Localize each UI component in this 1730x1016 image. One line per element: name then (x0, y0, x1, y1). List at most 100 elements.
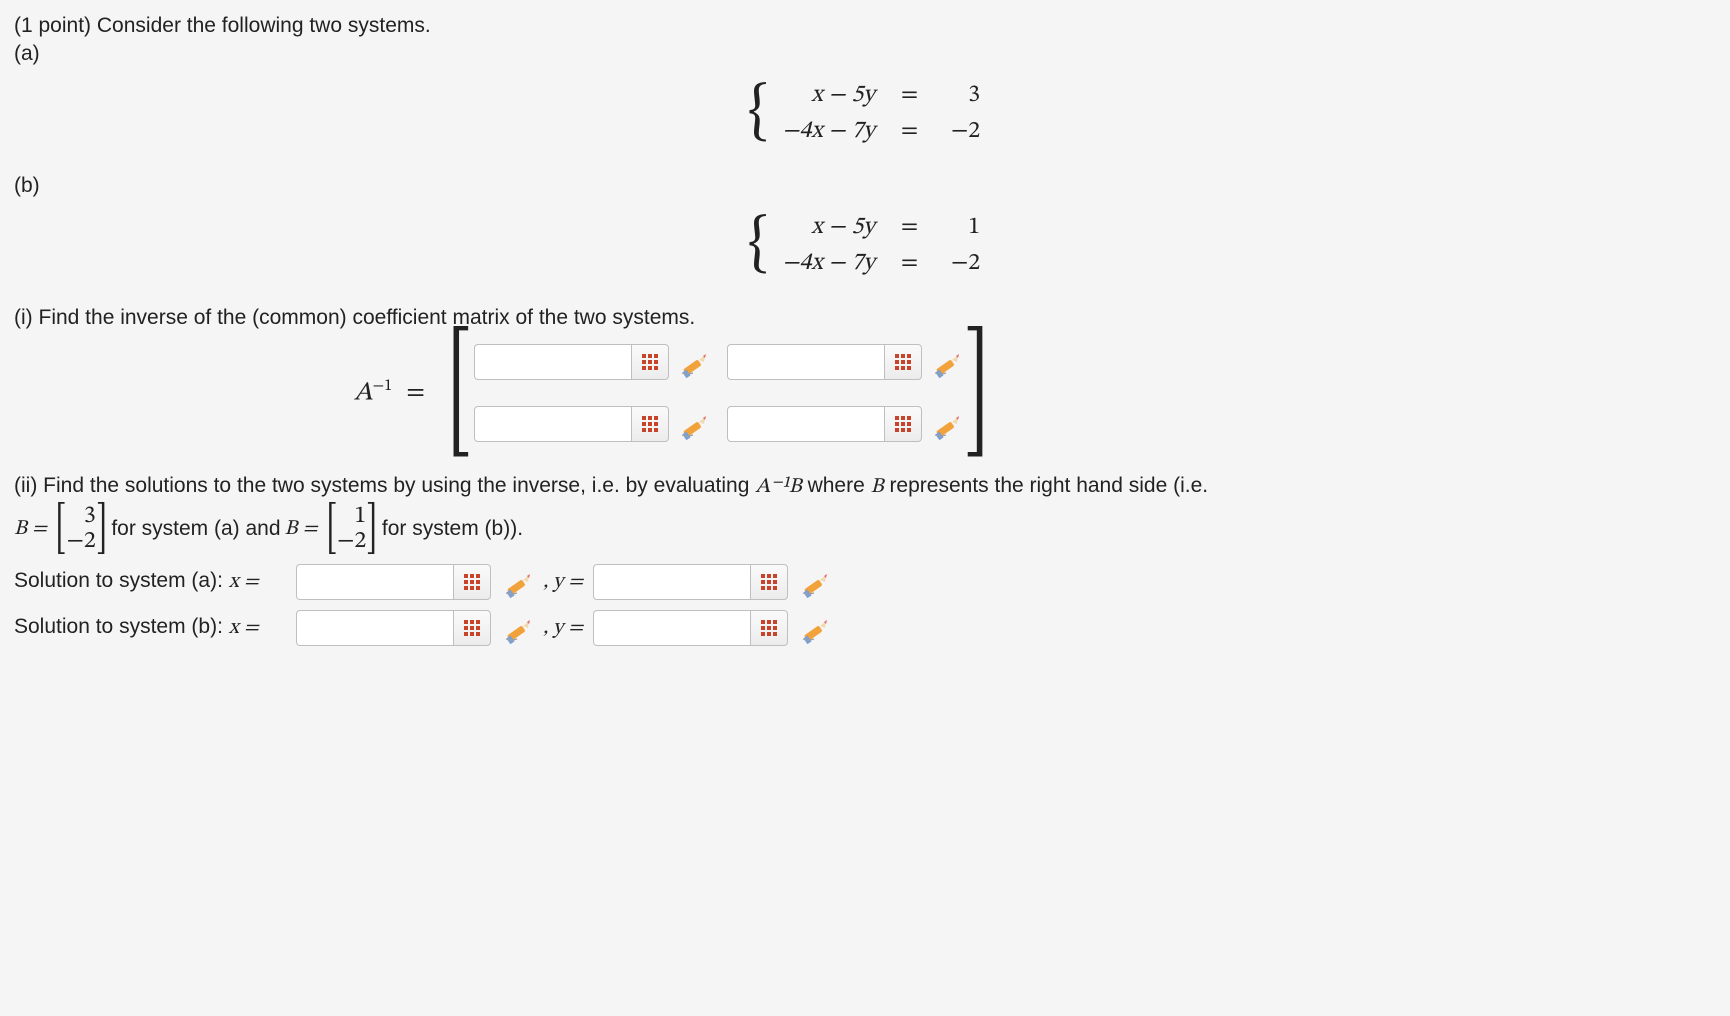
part-i-label: (i) (14, 306, 33, 329)
equals-sign: = (406, 380, 425, 406)
b-equals: B = (285, 516, 318, 542)
system-a-row1-rhs: 3 (944, 80, 980, 110)
a-inv-b: A⁻¹B (755, 476, 802, 497)
system-a-row2-rhs: −2 (944, 116, 980, 146)
problem-container: (1 point) Consider the following two sys… (0, 0, 1728, 686)
for-system-a-text: for system (a) and (111, 517, 280, 541)
matrix-field-r1c1[interactable] (474, 344, 631, 380)
b-letter: B (871, 476, 884, 497)
edit-pencil-button[interactable] (501, 612, 533, 644)
matrix-field-r1c2[interactable] (727, 344, 884, 380)
keypad-icon (761, 574, 777, 590)
matrix-field-r2c2[interactable] (727, 406, 884, 442)
a-letter: A (354, 380, 373, 406)
edit-pencil-button[interactable] (677, 408, 709, 440)
solution-b-y-input[interactable] (593, 610, 788, 646)
solution-b-label-text: Solution to system (b): (14, 615, 229, 638)
matrix-input-grid (474, 344, 962, 442)
left-brace-icon: { (748, 81, 769, 145)
part-b-label: (b) (14, 174, 1714, 198)
keypad-icon (761, 620, 777, 636)
part-i-text: Find the inverse of the (common) coeffic… (39, 306, 696, 329)
vector-b: [ 1 −2 ] (322, 504, 382, 554)
solution-a-label: Solution to system (a): x = (14, 569, 286, 595)
solution-a-label-text: Solution to system (a): (14, 569, 229, 592)
vector-a-bot: −2 (67, 529, 96, 554)
right-bracket-icon: ] (964, 338, 988, 448)
left-brace-icon: { (748, 213, 769, 277)
a-exponent: −1 (373, 378, 392, 394)
keypad-button[interactable] (631, 406, 669, 442)
keypad-icon (464, 574, 480, 590)
keypad-button[interactable] (750, 610, 788, 646)
system-a: { x − 5y = 3 −4x − 7y = −2 (14, 80, 1714, 146)
system-b-row1-rhs: 1 (944, 212, 980, 242)
keypad-button[interactable] (453, 610, 491, 646)
matrix-input-r1c2[interactable] (727, 344, 922, 380)
equals-sign: = (901, 116, 918, 146)
b-equals: B = (14, 516, 47, 542)
y-equals: , y = (543, 569, 583, 595)
vector-a-top: 3 (84, 504, 96, 529)
vector-b-top: 1 (354, 504, 366, 529)
keypad-button[interactable] (750, 564, 788, 600)
part-a-label: (a) (14, 42, 1714, 66)
solution-b-x-field[interactable] (296, 610, 453, 646)
keypad-button[interactable] (631, 344, 669, 380)
solution-a-row: Solution to system (a): x = , y = (14, 564, 1714, 600)
system-a-row1-lhs: x − 5y (775, 80, 875, 110)
a-inverse-label: A−1 = (354, 376, 425, 411)
solution-a-x-field[interactable] (296, 564, 453, 600)
part-ii-text-after: represents the right hand side (i.e. (889, 474, 1208, 497)
for-system-b-text: for system (b)). (382, 517, 523, 541)
keypad-button[interactable] (884, 406, 922, 442)
keypad-icon (895, 354, 911, 370)
system-a-row2-lhs: −4x − 7y (775, 116, 875, 146)
keypad-button[interactable] (884, 344, 922, 380)
vector-a: [ 3 −2 ] (51, 504, 111, 554)
equals-sign: = (901, 80, 918, 110)
edit-pencil-button[interactable] (501, 566, 533, 598)
x-equals: x = (229, 571, 259, 592)
left-bracket-icon: [ (447, 338, 471, 448)
y-equals: , y = (543, 615, 583, 641)
matrix-input-r2c2[interactable] (727, 406, 922, 442)
solution-b-label: Solution to system (b): x = (14, 615, 286, 641)
intro-prompt: Consider the following two systems. (97, 14, 431, 37)
equals-sign: = (901, 212, 918, 242)
part-ii-vectors: B = [ 3 −2 ] for system (a) and B = [ 1 … (14, 504, 1714, 554)
keypad-icon (642, 354, 658, 370)
solution-b-x-input[interactable] (296, 610, 491, 646)
x-equals: x = (229, 617, 259, 638)
intro-line: (1 point) Consider the following two sys… (14, 14, 1714, 38)
equals-sign: = (901, 248, 918, 278)
keypad-icon (642, 416, 658, 432)
points-label: (1 point) (14, 14, 91, 37)
edit-pencil-button[interactable] (677, 346, 709, 378)
solution-b-row: Solution to system (b): x = , y = (14, 610, 1714, 646)
part-ii-line: (ii) Find the solutions to the two syste… (14, 474, 1714, 500)
matrix-input-r1c1[interactable] (474, 344, 669, 380)
vector-b-bot: −2 (337, 529, 366, 554)
solution-a-x-input[interactable] (296, 564, 491, 600)
matrix-input-r2c1[interactable] (474, 406, 669, 442)
solution-a-y-field[interactable] (593, 564, 750, 600)
solution-b-y-field[interactable] (593, 610, 750, 646)
keypad-button[interactable] (453, 564, 491, 600)
edit-pencil-button[interactable] (930, 346, 962, 378)
keypad-icon (464, 620, 480, 636)
part-ii-label: (ii) (14, 474, 37, 497)
solution-a-y-input[interactable] (593, 564, 788, 600)
part-i-line: (i) Find the inverse of the (common) coe… (14, 306, 1714, 330)
part-ii-text-before: Find the solutions to the two systems by… (43, 474, 755, 497)
edit-pencil-button[interactable] (930, 408, 962, 440)
edit-pencil-button[interactable] (798, 612, 830, 644)
matrix-field-r2c1[interactable] (474, 406, 631, 442)
system-b-row1-lhs: x − 5y (775, 212, 875, 242)
system-b: { x − 5y = 1 −4x − 7y = −2 (14, 212, 1714, 278)
part-ii-text-mid: where (808, 474, 871, 497)
system-b-row2-lhs: −4x − 7y (775, 248, 875, 278)
keypad-icon (895, 416, 911, 432)
system-b-row2-rhs: −2 (944, 248, 980, 278)
edit-pencil-button[interactable] (798, 566, 830, 598)
